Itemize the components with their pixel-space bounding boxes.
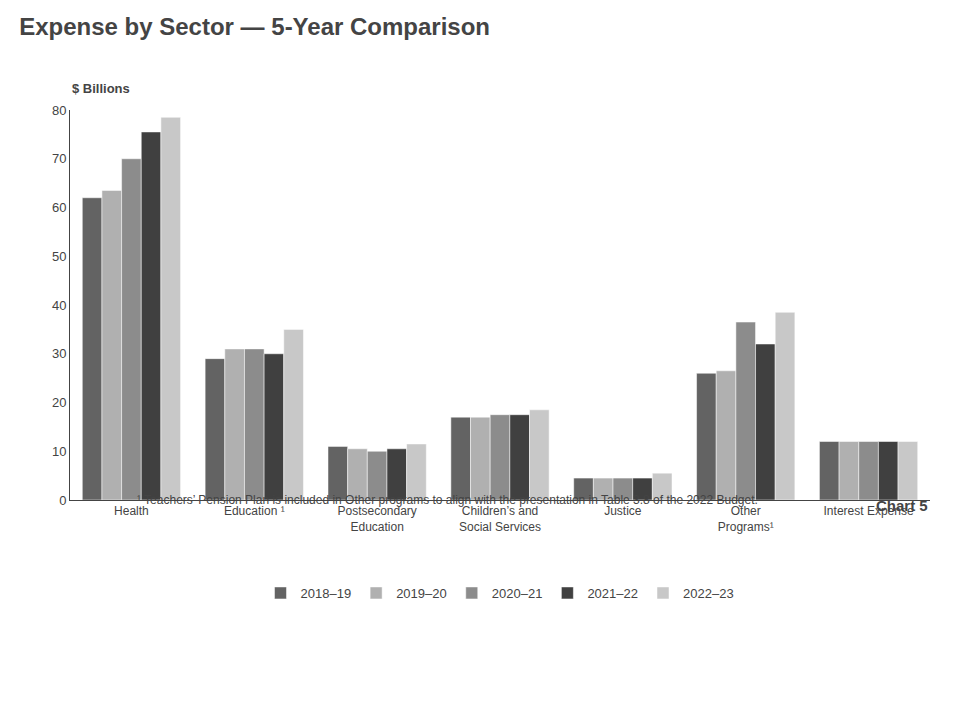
svg-text:Interest Expense: Interest Expense [824,504,914,518]
svg-text:50: 50 [52,249,66,264]
svg-text:Justice: Justice [604,504,642,518]
svg-text:OtherPrograms¹: OtherPrograms¹ [718,504,774,534]
svg-text:70: 70 [52,151,66,166]
svg-text:0: 0 [59,493,66,508]
svg-text:Education ¹: Education ¹ [224,504,285,518]
svg-text:2022–23: 2022–23 [683,586,734,601]
svg-text:2019–20: 2019–20 [396,586,447,601]
svg-text:Children’s andSocial Services: Children’s andSocial Services [459,504,541,534]
svg-text:Chart 5: Chart 5 [876,497,928,514]
svg-text:30: 30 [52,346,66,361]
svg-text:Expense by Sector — 5-Year Com: Expense by Sector — 5-Year Comparison [19,13,490,40]
svg-text:60: 60 [52,200,66,215]
svg-text:PostsecondaryEducation: PostsecondaryEducation [337,504,416,534]
svg-text:2021–22: 2021–22 [587,586,638,601]
svg-text:40: 40 [52,298,66,313]
svg-text:Health: Health [114,504,149,518]
svg-text:2020–21: 2020–21 [492,586,543,601]
svg-text:¹ Teachers’ Pension Plan is in: ¹ Teachers’ Pension Plan is included in … [137,493,758,507]
svg-text:10: 10 [52,444,66,459]
svg-text:$ Billions: $ Billions [72,81,130,96]
svg-text:2018–19: 2018–19 [301,586,352,601]
svg-text:20: 20 [52,395,66,410]
svg-text:80: 80 [52,103,66,118]
